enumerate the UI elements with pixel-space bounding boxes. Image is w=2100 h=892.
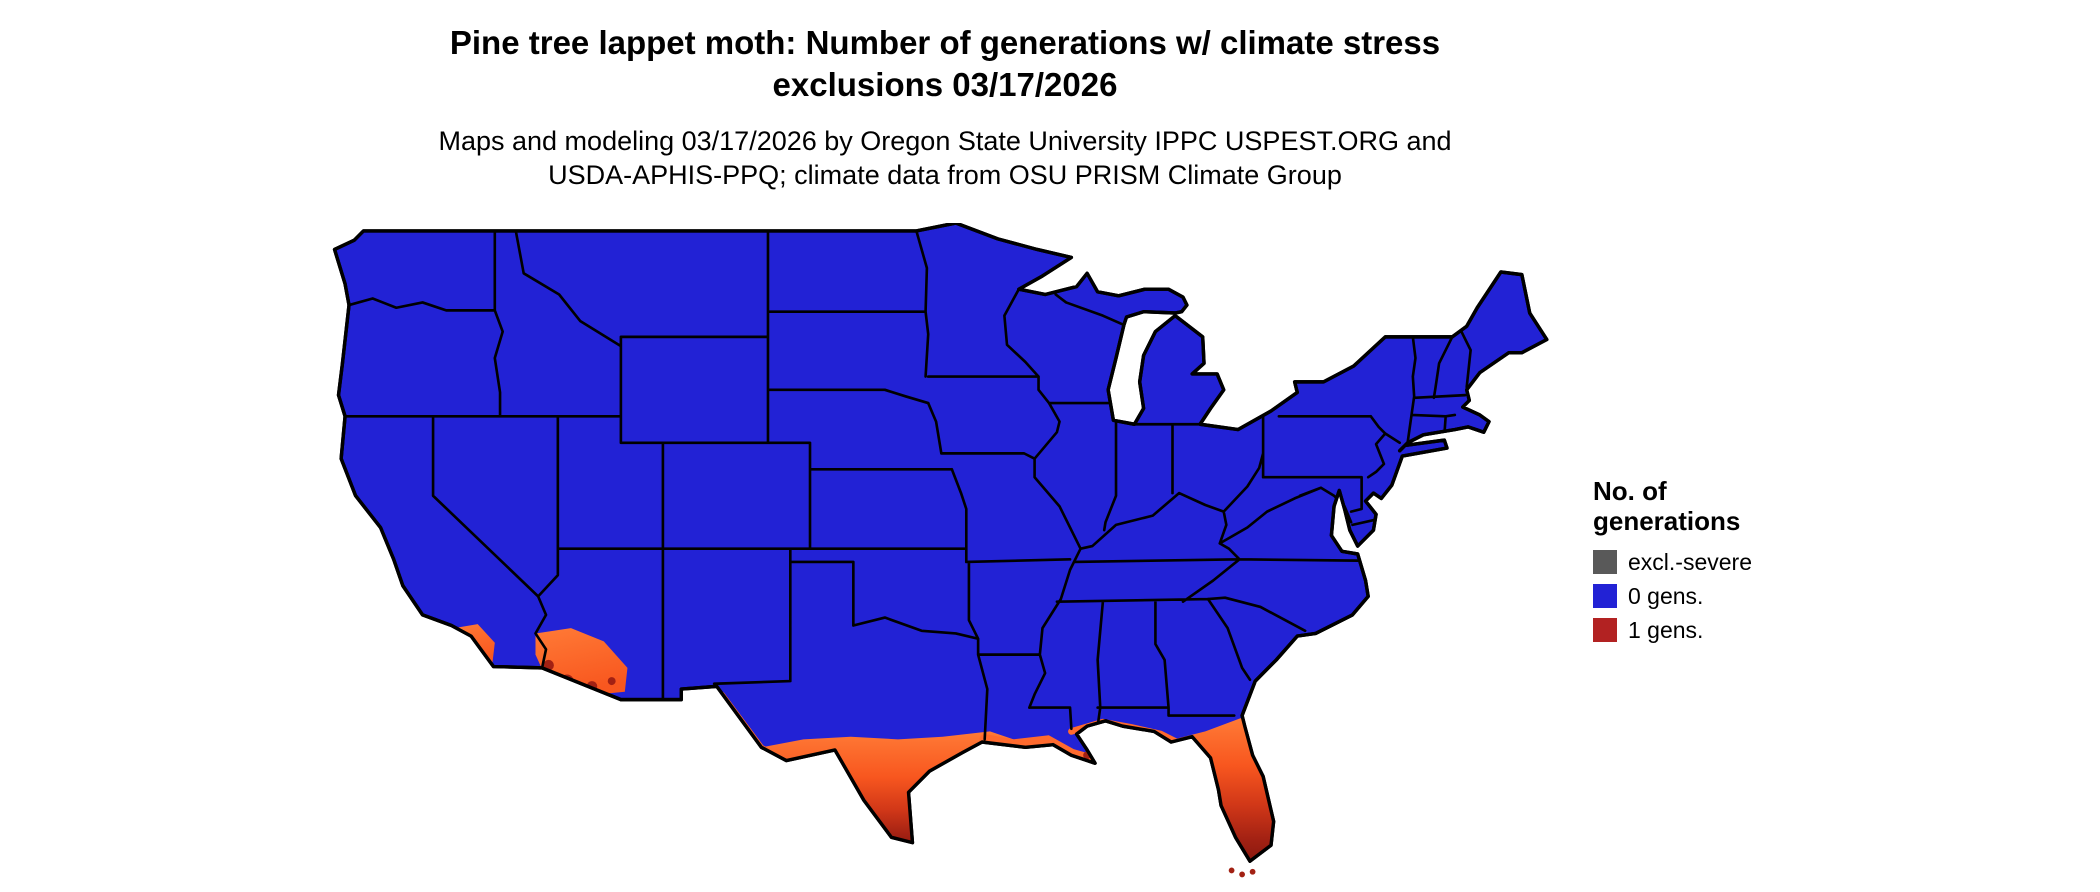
- one-gen-label: 1 gens.: [1628, 617, 1704, 643]
- legend-title-line-2: generations: [1593, 506, 1741, 536]
- map-container: [328, 223, 1556, 885]
- map-title: Pine tree lappet moth: Number of generat…: [0, 22, 1890, 106]
- map-subtitle: Maps and modeling 03/17/2026 by Oregon S…: [0, 124, 1890, 192]
- zero-gens-label: 0 gens.: [1628, 583, 1704, 609]
- legend-items: excl.-severe 0 gens. 1 gens.: [1593, 550, 1813, 642]
- legend-item-one-gen: 1 gens.: [1593, 618, 1813, 642]
- legend-title: No. of generations: [1593, 476, 1813, 536]
- map-title-line-1: Pine tree lappet moth: Number of generat…: [449, 24, 1441, 61]
- legend-item-excl-severe: excl.-severe: [1593, 550, 1813, 574]
- zero-gens-swatch: [1593, 584, 1617, 608]
- titles: Pine tree lappet moth: Number of generat…: [0, 22, 1890, 192]
- map-title-line-2: exclusions 03/17/2026: [772, 66, 1118, 103]
- texas-gulf-one-gen-region: [761, 731, 1027, 862]
- one-gen-swatch: [1593, 618, 1617, 642]
- legend-item-zero-gens: 0 gens.: [1593, 584, 1813, 608]
- map-subtitle-line-2: USDA-APHIS-PPQ; climate data from OSU PR…: [548, 160, 1342, 190]
- legend-title-line-1: No. of: [1593, 476, 1667, 506]
- excl-severe-label: excl.-severe: [1628, 549, 1752, 575]
- us-map-svg: [332, 223, 1549, 878]
- legend: No. of generations excl.-severe 0 gens. …: [1593, 476, 1813, 652]
- florida-keys: [1228, 867, 1256, 878]
- excl-severe-swatch: [1593, 550, 1617, 574]
- map-subtitle-line-1: Maps and modeling 03/17/2026 by Oregon S…: [438, 126, 1452, 156]
- state-borders: [343, 229, 1472, 741]
- us-outline: [332, 223, 1549, 863]
